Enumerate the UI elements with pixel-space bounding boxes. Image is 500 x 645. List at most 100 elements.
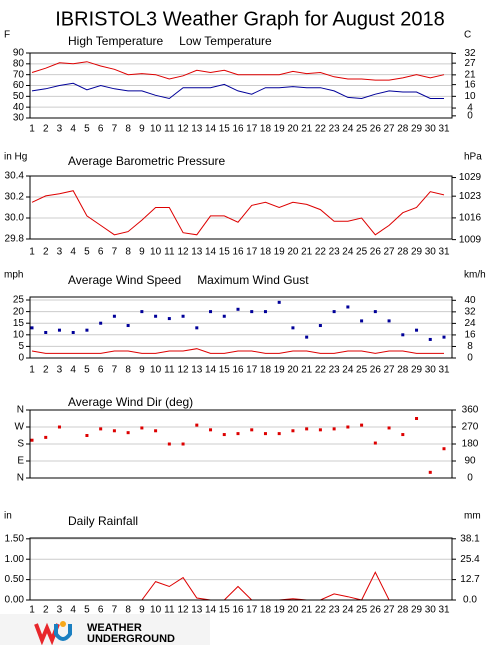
x-tick-label: 30 (425, 605, 437, 616)
series-point (346, 305, 350, 309)
x-tick-label: 6 (98, 365, 104, 376)
x-tick-label: 18 (260, 605, 272, 616)
series-point (44, 435, 48, 439)
x-tick-label: 27 (384, 124, 396, 135)
x-tick-label: 3 (57, 247, 63, 258)
x-tick-label: 22 (315, 365, 327, 376)
logo: WEATHER UNDERGROUND (0, 614, 210, 645)
series-point (428, 470, 432, 474)
series-point (112, 314, 116, 318)
x-tick-label: 10 (150, 247, 162, 258)
page-title: IBRISTOL3 Weather Graph for August 2018 (55, 8, 444, 30)
plot-border (29, 52, 453, 119)
series-point (140, 310, 144, 314)
y-tick-label: W (15, 422, 25, 433)
series-point (167, 317, 171, 321)
x-tick-label: 21 (301, 247, 313, 258)
x-tick-label: 12 (178, 365, 190, 376)
series-line (31, 82, 444, 100)
x-tick-label: 20 (287, 247, 299, 258)
x-tick-label: 13 (191, 124, 203, 135)
x-tick-label: 7 (112, 365, 118, 376)
x-tick-label: 27 (384, 247, 396, 258)
x-tick-label: 17 (246, 605, 258, 616)
series-point (181, 314, 185, 318)
y2-tick-label: 16 (464, 330, 476, 341)
series-point (387, 426, 391, 430)
series-point (154, 429, 158, 433)
series-point (57, 425, 61, 429)
series-line (31, 61, 445, 81)
x-tick-label: 9 (139, 365, 145, 376)
y-tick-label: 50 (13, 91, 25, 102)
y-tick-label: 1.00 (5, 554, 25, 565)
x-tick-label: 21 (301, 365, 313, 376)
x-tick-label: 1 (29, 124, 35, 135)
x-tick-label: 19 (274, 124, 286, 135)
x-tick-label: 2 (43, 124, 49, 135)
x-tick-label: 15 (219, 247, 231, 258)
series-point (44, 330, 48, 334)
x-tick-label: 10 (150, 605, 162, 616)
y2-tick-label: 0 (467, 110, 473, 121)
x-tick-label: 12 (178, 247, 190, 258)
plot-area (30, 297, 452, 358)
x-tick-label: 20 (287, 365, 299, 376)
plot-area (30, 176, 452, 239)
series-point (332, 427, 336, 431)
x-tick-label: 25 (356, 124, 368, 135)
x-tick-label: 5 (84, 247, 90, 258)
series-point (415, 328, 419, 332)
series-point (401, 433, 405, 437)
x-tick-label: 11 (164, 247, 175, 258)
x-tick-label: 9 (139, 605, 145, 616)
y-tick-label: 0.00 (5, 595, 25, 606)
x-tick-label: 22 (315, 124, 327, 135)
x-tick-label: 14 (205, 605, 217, 616)
series-point (140, 426, 144, 430)
x-tick-label: 27 (384, 605, 396, 616)
x-tick-label: 18 (260, 124, 272, 135)
y-tick-label: 90 (13, 48, 25, 59)
x-tick-label: 19 (274, 365, 286, 376)
x-tick-label: 13 (191, 605, 203, 616)
legend-entry: Average Wind Dir (deg) (68, 395, 193, 409)
series-line (31, 190, 445, 236)
series-point (360, 319, 364, 323)
series-point (442, 447, 446, 451)
y-tick-label: 0 (18, 353, 24, 364)
series-point (30, 438, 34, 442)
y2-tick-label: 180 (462, 439, 479, 450)
series-point (373, 441, 377, 445)
y-tick-label: S (17, 439, 24, 450)
series-point (305, 427, 309, 431)
plot-border (29, 537, 453, 601)
x-tick-label: 3 (57, 605, 63, 616)
series-point (250, 428, 254, 432)
legend-entry: Daily Rainfall (68, 514, 138, 528)
series-point (428, 337, 432, 341)
y2-tick-label: 1029 (459, 172, 482, 183)
x-tick-label: 5 (84, 124, 90, 135)
x-tick-label: 1 (29, 605, 35, 616)
y-tick-label: 80 (13, 58, 25, 69)
y-tick-label: 30.0 (5, 213, 25, 224)
y-tick-label: 5 (18, 341, 24, 352)
y2-tick-label: 24 (464, 318, 476, 329)
x-tick-label: 21 (301, 605, 313, 616)
series-point (181, 442, 185, 446)
x-tick-label: 9 (139, 247, 145, 258)
x-tick-label: 27 (384, 365, 396, 376)
x-tick-label: 20 (287, 605, 299, 616)
series-point (291, 429, 295, 433)
series-point (222, 433, 226, 437)
series-point (195, 326, 199, 330)
x-tick-label: 23 (329, 605, 341, 616)
x-tick-label: 4 (70, 124, 76, 135)
legend-entry: Low Temperature (179, 34, 272, 48)
series-point (126, 324, 130, 328)
x-tick-label: 15 (219, 124, 231, 135)
y2-tick-label: 25.4 (460, 554, 480, 565)
y-tick-label: 40 (13, 102, 25, 113)
